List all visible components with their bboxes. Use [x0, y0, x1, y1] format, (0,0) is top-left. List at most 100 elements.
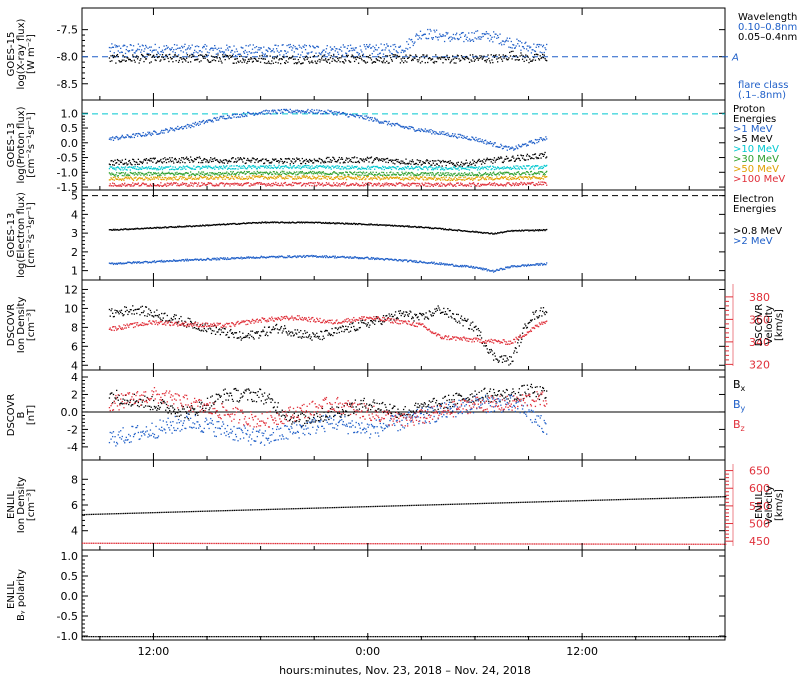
data-point: [403, 172, 406, 174]
data-point: [175, 159, 177, 161]
data-point: [464, 162, 467, 164]
data-point: [372, 61, 374, 63]
data-point: [366, 45, 369, 48]
data-point: [185, 57, 188, 59]
data-point: [116, 158, 119, 161]
data-point: [434, 164, 436, 167]
data-point: [395, 168, 398, 170]
data-point: [378, 166, 381, 169]
data-point: [225, 159, 227, 161]
data-point: [167, 46, 169, 48]
data-point: [404, 166, 406, 168]
data-point: [179, 47, 181, 49]
data-point: [414, 225, 416, 228]
data-point: [364, 172, 366, 174]
data-point: [294, 58, 296, 60]
data-point: [374, 168, 376, 170]
data-point: [365, 223, 367, 226]
data-point: [491, 142, 493, 145]
data-point: [202, 183, 205, 185]
data-point: [293, 182, 295, 184]
data-point: [369, 54, 371, 57]
data-point: [354, 57, 357, 59]
data-point: [268, 222, 271, 224]
data-point: [431, 227, 434, 229]
data-point: [351, 177, 353, 180]
data-point: [114, 56, 116, 58]
data-point: [198, 156, 201, 158]
data-point: [402, 183, 404, 185]
data-point: [212, 160, 214, 162]
data-point: [257, 176, 259, 178]
data-point: [390, 225, 392, 227]
data-point: [339, 222, 341, 225]
data-point: [288, 158, 291, 160]
data-point: [206, 159, 208, 161]
data-point: [299, 160, 301, 162]
data-point: [108, 46, 111, 49]
data-point: [497, 61, 499, 63]
data-point: [311, 172, 313, 175]
data-point: [279, 222, 281, 224]
data-point: [226, 162, 229, 164]
data-point: [382, 224, 385, 226]
data-point: [415, 185, 418, 187]
data-point: [478, 185, 480, 187]
data-point: [308, 158, 311, 161]
data-point: [164, 58, 166, 60]
data-point: [206, 59, 209, 61]
data-point: [386, 157, 389, 160]
data-point: [380, 174, 382, 176]
data-point: [355, 222, 357, 225]
data-point: [251, 58, 253, 60]
data-point: [205, 53, 207, 56]
data-point: [345, 171, 348, 173]
data-point: [529, 58, 531, 60]
data-point: [426, 38, 428, 40]
data-point: [537, 172, 539, 175]
data-point: [497, 57, 500, 59]
data-point: [426, 129, 428, 132]
data-point: [365, 175, 368, 178]
data-point: [141, 134, 144, 137]
data-point: [154, 176, 156, 178]
data-point: [148, 177, 150, 180]
data-point: [174, 226, 176, 228]
data-point: [171, 57, 173, 60]
data-point: [237, 53, 239, 56]
data-point: [537, 139, 539, 141]
data-point: [337, 111, 339, 114]
data-point: [333, 54, 335, 56]
data-point: [152, 54, 155, 57]
data-point: [239, 178, 242, 180]
data-point: [279, 112, 282, 115]
data-point: [208, 52, 210, 54]
data-point: [135, 227, 137, 230]
data-point: [505, 155, 508, 158]
data-point: [162, 158, 164, 160]
data-point: [276, 50, 279, 52]
data-point: [534, 164, 537, 167]
data-point: [250, 52, 252, 54]
data-point: [330, 168, 332, 170]
data-point: [530, 140, 533, 142]
data-point: [526, 176, 529, 179]
data-point: [511, 229, 513, 232]
data-point: [386, 45, 389, 47]
data-point: [501, 161, 504, 163]
data-point: [240, 46, 242, 48]
data-point: [435, 166, 438, 168]
data-point: [163, 227, 165, 229]
data-point: [411, 177, 414, 179]
data-point: [504, 55, 506, 57]
data-point: [242, 172, 244, 174]
data-point: [168, 182, 170, 185]
data-point: [399, 178, 402, 181]
data-point: [468, 32, 470, 34]
data-point: [156, 226, 158, 229]
data-point: [157, 133, 160, 135]
data-point: [124, 158, 127, 160]
data-point: [424, 166, 426, 168]
data-point: [513, 183, 515, 185]
data-point: [507, 146, 509, 148]
